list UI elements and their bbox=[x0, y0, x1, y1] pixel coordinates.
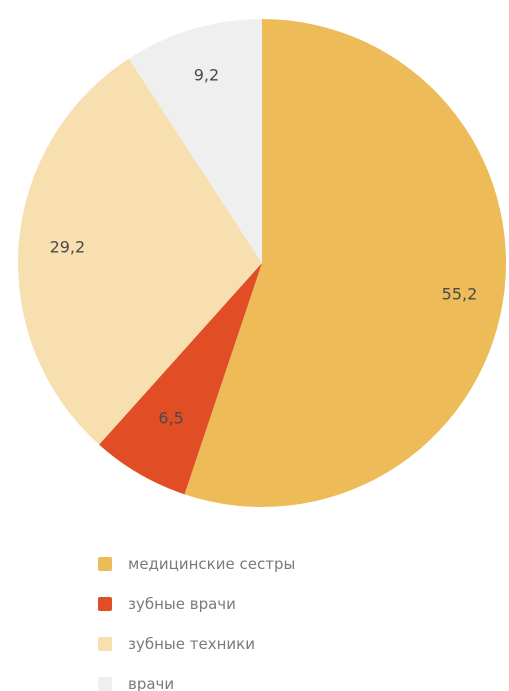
legend-swatch bbox=[98, 636, 112, 651]
legend-item-dentists: зубные врачи bbox=[98, 592, 458, 615]
pie-slice bbox=[99, 263, 262, 495]
chart-legend: медицинские сестры зубные врачи зубные т… bbox=[98, 552, 458, 691]
pie-slice-value-label: 9,2 bbox=[194, 65, 219, 84]
pie-slice bbox=[128, 19, 262, 263]
legend-swatch bbox=[98, 676, 112, 691]
legend-item-nurses: медицинские сестры bbox=[98, 552, 458, 575]
pie-slice-value-label: 6,5 bbox=[158, 409, 183, 428]
pie-slice-value-label: 29,2 bbox=[50, 238, 86, 257]
pie-slices bbox=[18, 19, 506, 507]
pie-chart-svg: 55,2 6,5 29,2 9,2 bbox=[18, 19, 506, 507]
pie-slice bbox=[184, 19, 506, 507]
legend-label: медицинские сестры bbox=[128, 554, 296, 573]
legend-swatch bbox=[98, 556, 112, 571]
legend-item-dental-technicians: зубные техники bbox=[98, 632, 458, 655]
legend-label: зубные техники bbox=[128, 634, 255, 653]
pie-slice-value-label: 55,2 bbox=[442, 285, 478, 304]
legend-label: зубные врачи bbox=[128, 594, 236, 613]
pie-slice-labels: 55,2 6,5 29,2 9,2 bbox=[50, 65, 478, 427]
pie-slice bbox=[18, 58, 262, 445]
legend-label: врачи bbox=[128, 674, 175, 691]
legend-swatch bbox=[98, 596, 112, 611]
legend-item-doctors: врачи bbox=[98, 672, 458, 691]
